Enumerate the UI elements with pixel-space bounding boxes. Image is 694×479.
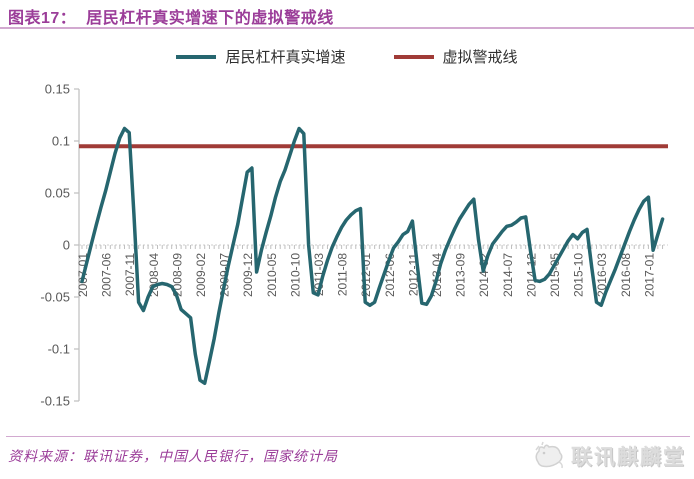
svg-text:2007-06: 2007-06 <box>100 253 114 297</box>
svg-text:-0.15: -0.15 <box>40 394 70 409</box>
svg-text:2014-02: 2014-02 <box>477 253 491 297</box>
svg-text:2015-05: 2015-05 <box>548 253 562 297</box>
svg-text:2015-10: 2015-10 <box>572 253 586 297</box>
y-tick-labels: 0.15 0.1 0.05 0 -0.05 -0.1 -0.15 <box>40 82 70 409</box>
logo-text: 联讯麒麟堂 <box>571 446 686 469</box>
leverage-growth-line <box>80 126 665 386</box>
qilin-logo-icon <box>535 441 563 469</box>
svg-text:2014-12: 2014-12 <box>524 253 538 297</box>
svg-text:2008-04: 2008-04 <box>147 253 161 297</box>
svg-text:2013-09: 2013-09 <box>454 253 468 297</box>
brand-logo: 联讯麒麟堂 <box>532 440 686 472</box>
svg-text:2017-01: 2017-01 <box>642 253 656 297</box>
svg-text:2011-03: 2011-03 <box>312 253 326 296</box>
svg-text:2009-02: 2009-02 <box>194 253 208 297</box>
svg-text:2008-09: 2008-09 <box>170 253 184 297</box>
svg-text:2007-11: 2007-11 <box>123 253 137 296</box>
figure-title: 图表17： 居民杠杆真实增速下的虚拟警戒线 <box>8 10 334 27</box>
x-tick-labels: 2007-01 2007-06 2007-11 2008-04 2008-09 2009-… <box>76 253 656 297</box>
axes <box>74 88 668 402</box>
svg-text:0.1: 0.1 <box>52 134 70 149</box>
svg-text:2016-08: 2016-08 <box>619 253 633 297</box>
svg-text:0: 0 <box>63 238 70 253</box>
source-note: 资料来源：联讯证券，中国人民银行，国家统计局 <box>8 448 338 464</box>
chart-legend: 居民杠杆真实增速 虚拟警戒线 <box>0 46 694 67</box>
legend-line-swatch-teal <box>176 54 217 59</box>
svg-text:2014-07: 2014-07 <box>501 253 515 297</box>
svg-text:0.15: 0.15 <box>45 82 70 97</box>
svg-text:2009-12: 2009-12 <box>241 253 255 297</box>
legend-item-series: 居民杠杆真实增速 <box>176 46 346 67</box>
svg-text:2011-08: 2011-08 <box>336 253 350 296</box>
legend-label-series: 居民杠杆真实增速 <box>225 49 346 66</box>
svg-text:0.05: 0.05 <box>45 186 70 201</box>
title-divider <box>0 27 694 29</box>
svg-text:2016-03: 2016-03 <box>595 253 609 297</box>
legend-label-threshold: 虚拟警戒线 <box>442 49 518 66</box>
legend-line-swatch-red <box>393 54 434 59</box>
svg-text:2010-05: 2010-05 <box>265 253 279 297</box>
footer-divider <box>6 436 690 437</box>
svg-text:-0.05: -0.05 <box>40 290 70 305</box>
legend-item-threshold: 虚拟警戒线 <box>393 46 518 67</box>
svg-text:2010-10: 2010-10 <box>288 253 302 297</box>
svg-text:-0.1: -0.1 <box>48 342 70 357</box>
